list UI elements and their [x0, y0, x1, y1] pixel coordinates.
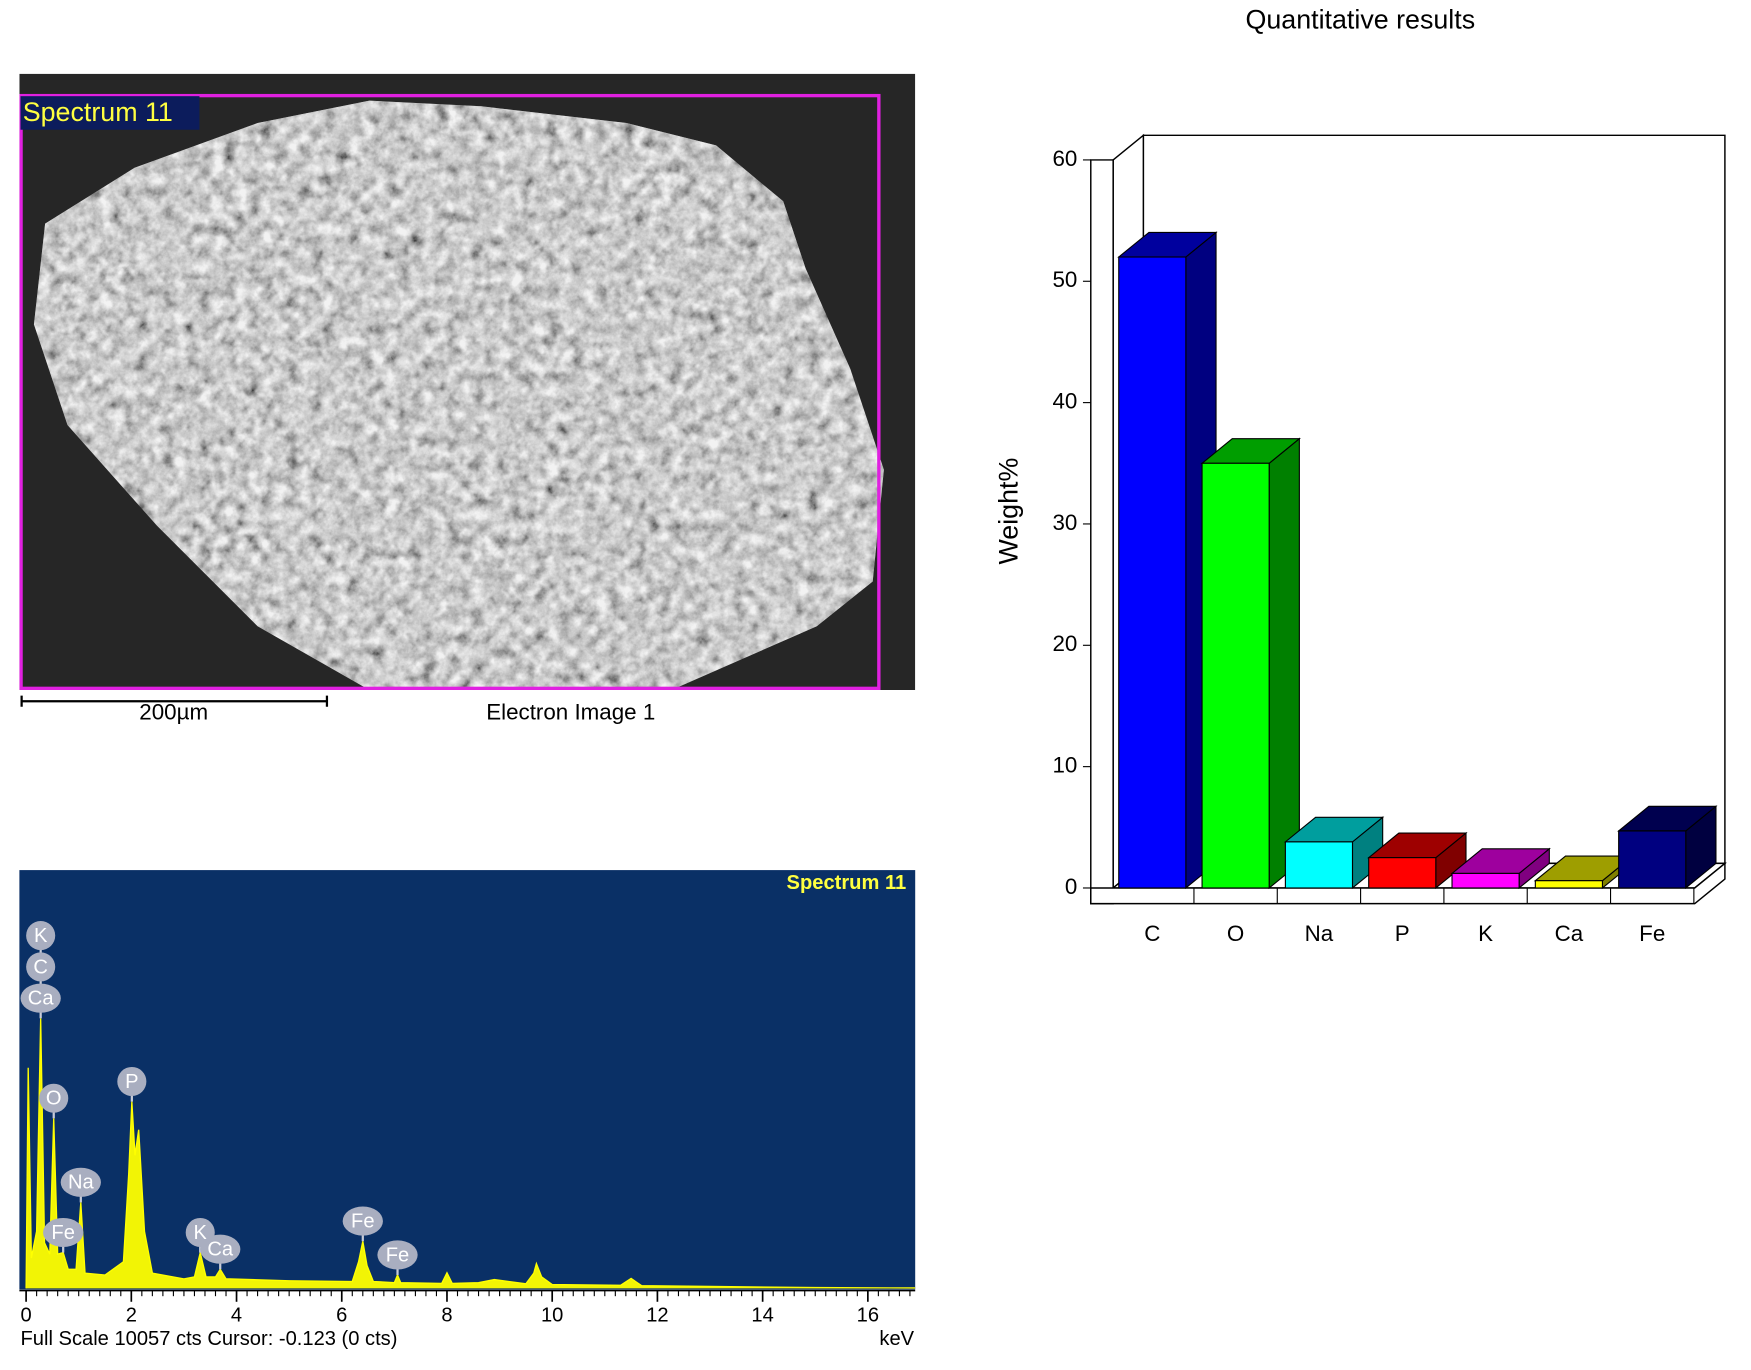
- peak-bubble: [39, 1083, 69, 1113]
- x-tick-label: Na: [1305, 921, 1334, 946]
- x-tick-label: 8: [441, 1305, 452, 1327]
- selection-box: [19, 93, 881, 691]
- peak-label: P: [125, 1071, 138, 1093]
- image-label: Spectrum 11: [23, 97, 173, 127]
- peak-label: K: [194, 1222, 208, 1244]
- peak-label: K: [34, 925, 48, 947]
- x-axis-label: keV: [879, 1328, 914, 1350]
- bar: [1284, 841, 1354, 889]
- peak-label: O: [46, 1088, 62, 1110]
- bar: [1201, 462, 1270, 889]
- y-tick-label: 50: [1052, 267, 1077, 292]
- peak-bubble: [377, 1240, 418, 1270]
- peak-label: Fe: [386, 1244, 410, 1266]
- y-axis-label: Weight%: [993, 458, 1023, 565]
- bar: [1618, 830, 1687, 889]
- image-caption: Electron Image 1: [486, 699, 655, 724]
- x-tick-label: 10: [541, 1305, 563, 1327]
- peak-bubble: [342, 1206, 383, 1236]
- y-tick-label: 0: [1065, 874, 1077, 899]
- spectrum-line: [25, 1018, 916, 1289]
- x-tick-label: Ca: [1555, 921, 1584, 946]
- label-box: [20, 96, 200, 130]
- y-tick-label: 10: [1052, 753, 1077, 778]
- x-tick-label: 14: [751, 1305, 773, 1327]
- x-tick-label: K: [1478, 921, 1493, 946]
- peak-bubble: [26, 952, 56, 982]
- peak-bubble: [117, 1066, 147, 1097]
- peak-bubble: [20, 983, 61, 1013]
- x-tick-label: 0: [20, 1305, 31, 1327]
- peak-label: C: [33, 956, 48, 978]
- y-tick-label: 60: [1052, 146, 1077, 171]
- y-tick-label: 20: [1052, 631, 1077, 656]
- peak-bubble: [200, 1234, 241, 1264]
- bar: [1118, 256, 1187, 889]
- bar-side: [1268, 437, 1300, 890]
- floor-edge: [1090, 861, 1726, 905]
- x-tick-label: 4: [231, 1305, 242, 1327]
- spectrum-note: Full Scale 10057 cts Cursor: -0.123 (0 c…: [21, 1328, 398, 1350]
- peak-bubble: [60, 1167, 101, 1197]
- chart-title: Quantitative results: [1245, 4, 1475, 34]
- spectrum-plot: [25, 1018, 916, 1289]
- x-tick-label: 2: [126, 1305, 137, 1327]
- electron-image: Spectrum 11: [19, 73, 916, 691]
- bar: [1534, 880, 1603, 889]
- peak-label: Ca: [207, 1239, 234, 1261]
- peak-bubble: [26, 921, 56, 951]
- left-wall-edge: [1090, 159, 1114, 905]
- spectrum-panel: [19, 870, 916, 1290]
- scale-bar-label: 200µm: [139, 699, 208, 724]
- scale-bar: [20, 695, 329, 707]
- x-tick-label: 16: [857, 1305, 879, 1327]
- peak-bubble: [43, 1217, 84, 1248]
- x-tick-label: C: [1144, 921, 1160, 946]
- x-tick-label: 12: [646, 1305, 668, 1327]
- y-tick-label: 30: [1052, 510, 1077, 535]
- x-tick-label: 6: [336, 1305, 347, 1327]
- x-tick-label: P: [1395, 921, 1410, 946]
- bar: [1451, 872, 1520, 889]
- peak-label: Fe: [351, 1211, 375, 1233]
- spectrum-title: Spectrum 11: [787, 872, 907, 894]
- bar: [1368, 857, 1437, 889]
- peak-label: Na: [68, 1172, 95, 1194]
- peak-label: Ca: [28, 988, 55, 1010]
- x-tick-label: Fe: [1639, 921, 1665, 946]
- x-tick-label: O: [1227, 921, 1244, 946]
- y-tick-label: 40: [1052, 389, 1077, 414]
- peak-label: Fe: [51, 1222, 75, 1244]
- specimen-texture: [33, 100, 884, 691]
